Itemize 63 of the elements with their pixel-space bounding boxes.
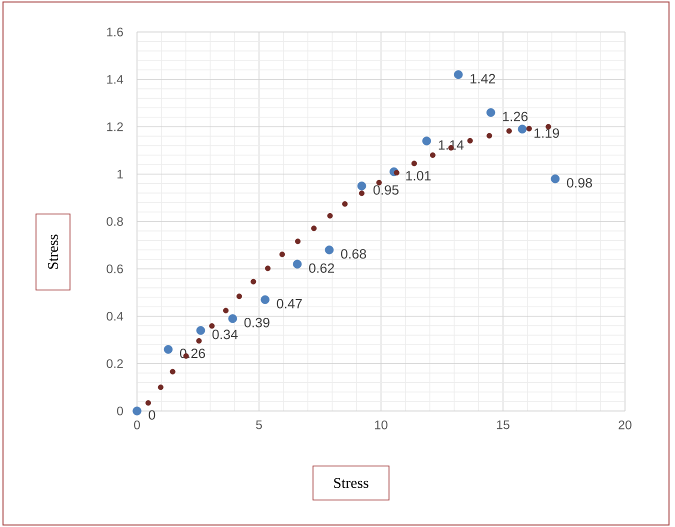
point [164, 344, 173, 354]
point [506, 128, 512, 134]
point [430, 152, 436, 158]
data-label: 1.01 [406, 170, 431, 180]
point [467, 138, 473, 144]
point [236, 294, 242, 300]
y-tick-label: 1.6 [107, 28, 123, 36]
point [170, 368, 176, 374]
y-tick-label: 0.2 [106, 359, 123, 368]
data-label: 0.95 [373, 185, 399, 195]
y-tick-label: 0 [117, 406, 123, 416]
point [223, 308, 229, 314]
point [357, 182, 366, 190]
point [411, 160, 417, 166]
point [209, 323, 215, 329]
x-tick-label: 15 [497, 420, 510, 430]
point [422, 136, 432, 146]
point [279, 252, 285, 258]
data-label: 0 [148, 410, 156, 420]
data-label: 1.42 [470, 74, 496, 84]
y-tick-label: 1 [118, 170, 123, 178]
point [260, 295, 270, 304]
point [376, 180, 382, 186]
y-tick-label: 0.6 [106, 264, 123, 274]
point [292, 260, 302, 269]
x-tick-label: 5 [256, 420, 262, 430]
y-tick-label: 1.4 [107, 75, 124, 84]
point [454, 70, 463, 80]
point [158, 384, 164, 390]
data-label: 0.62 [309, 263, 334, 273]
point [342, 201, 348, 207]
point [250, 278, 256, 284]
data-label: 0.34 [212, 330, 238, 340]
point [486, 108, 496, 117]
x-tick-label: 0 [134, 420, 140, 430]
point [327, 213, 333, 219]
point [518, 124, 527, 134]
data-label: 0.47 [276, 298, 302, 308]
data-label: 0.98 [566, 178, 592, 188]
point [311, 226, 317, 232]
point [145, 400, 152, 406]
data-label: 1.26 [503, 112, 528, 122]
x-tick-label: 10 [375, 420, 388, 430]
x-axis-title: Stress [334, 478, 368, 488]
point [228, 314, 238, 324]
point [196, 338, 202, 344]
point [132, 406, 142, 416]
point [196, 326, 206, 335]
point [295, 238, 301, 244]
point [324, 246, 334, 254]
y-tick-label: 1.2 [107, 122, 123, 132]
point [526, 126, 532, 132]
point [264, 266, 271, 272]
data-label: 0.39 [244, 318, 270, 328]
point [550, 174, 560, 184]
y-tick-label: 0.4 [106, 312, 124, 321]
data-label: 0.68 [341, 249, 366, 259]
x-tick-label: 20 [618, 420, 632, 430]
y-axis-title: Stress [48, 234, 58, 269]
point [486, 132, 492, 139]
data-label: 1.19 [534, 128, 560, 138]
point [358, 190, 365, 196]
y-tick-label: 0.8 [106, 217, 123, 226]
